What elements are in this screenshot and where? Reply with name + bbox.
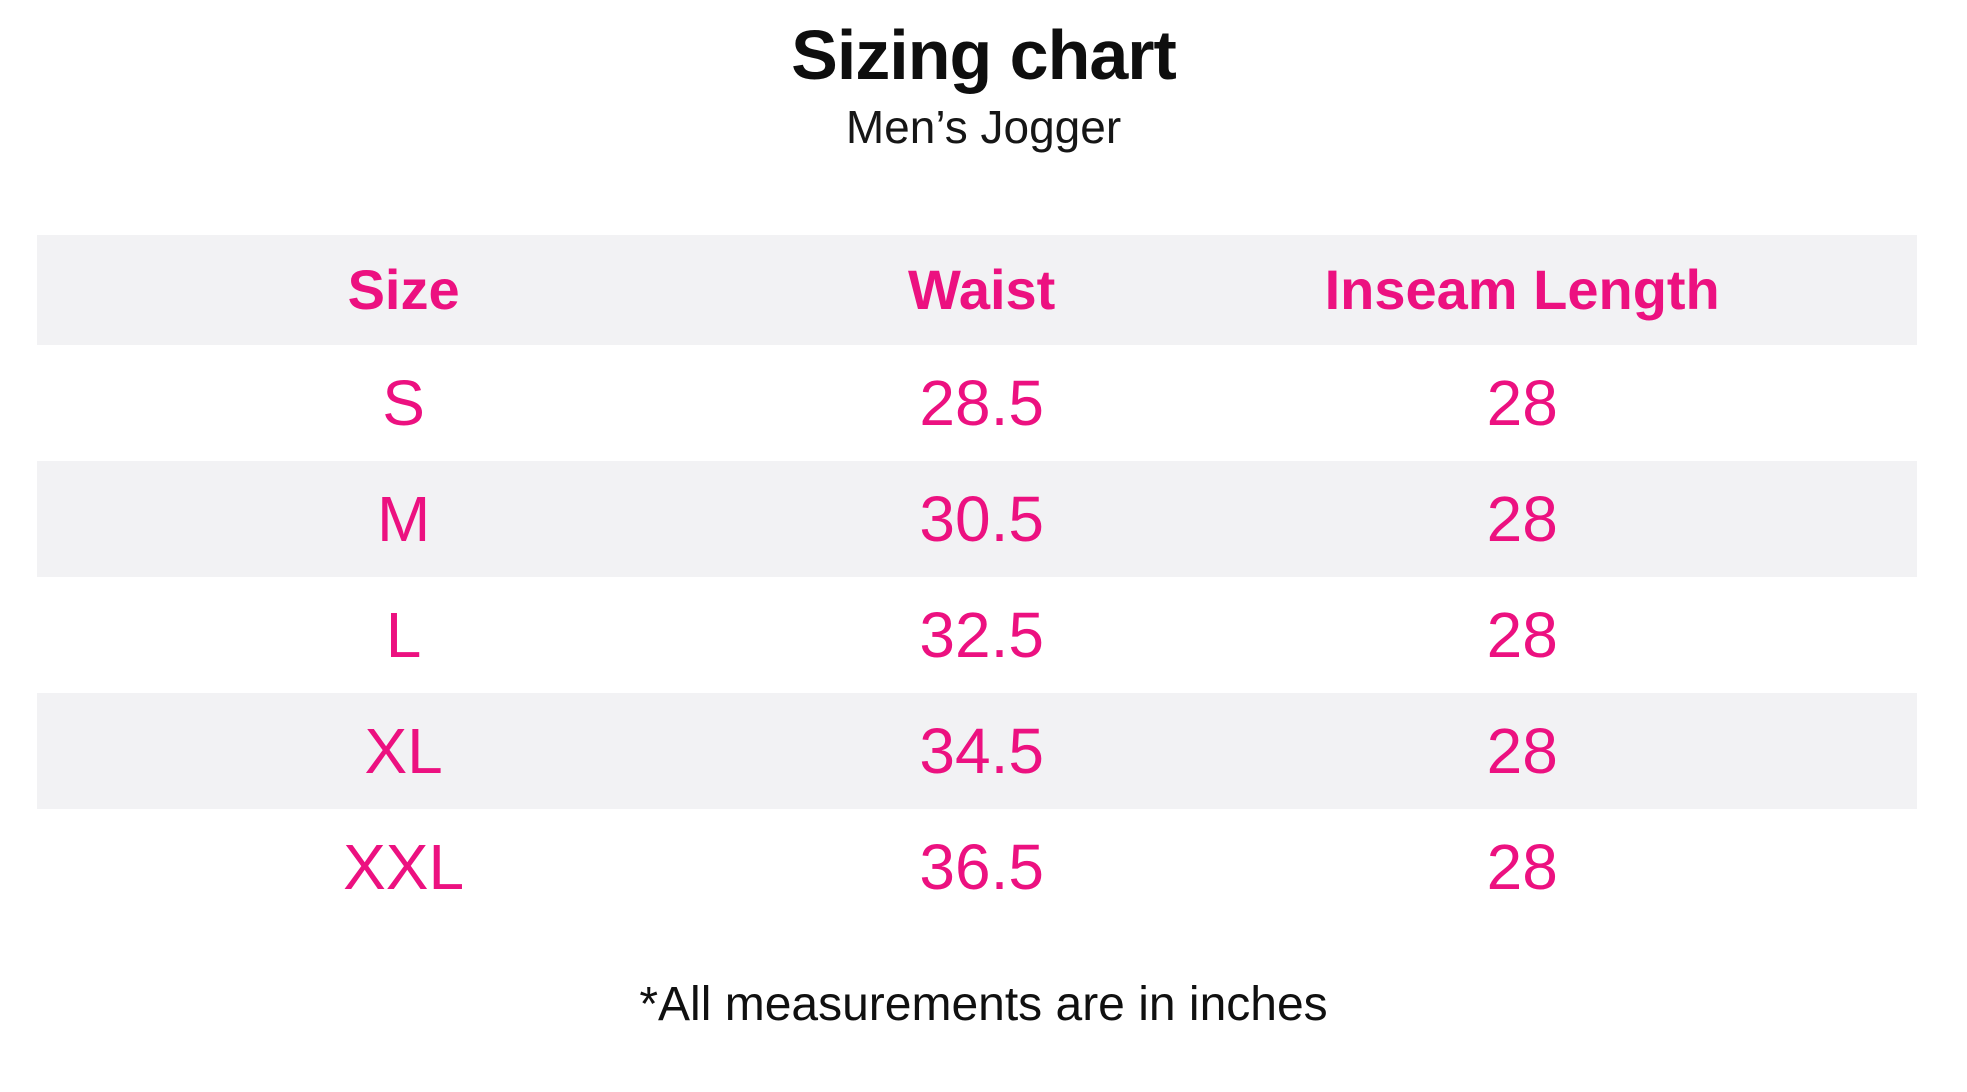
table-row: XXL 36.5 28 [37,809,1917,925]
cell-inseam: 28 [1486,483,1558,555]
column-header-size: Size [347,258,460,321]
cell-waist: 30.5 [919,483,1044,555]
cell-inseam: 28 [1486,715,1558,787]
page-title: Sizing chart [791,16,1177,94]
table-row: XL 34.5 28 [37,693,1917,809]
column-header-waist: Waist [908,258,1056,321]
cell-size: M [376,483,431,555]
table-row: S 28.5 28 [37,345,1917,461]
cell-waist: 32.5 [919,599,1044,671]
sizing-table: Size Waist Inseam Length S 28.5 28 M 30.… [37,235,1917,925]
cell-size: S [382,367,425,439]
cell-inseam: 28 [1486,599,1558,671]
cell-size: XXL [343,831,465,903]
table-row: L 32.5 28 [37,577,1917,693]
table-header-row: Size Waist Inseam Length [37,235,1917,345]
cell-size: L [385,599,422,671]
cell-waist: 34.5 [919,715,1044,787]
table-row: M 30.5 28 [37,461,1917,577]
cell-inseam: 28 [1486,367,1558,439]
cell-waist: 28.5 [919,367,1044,439]
column-header-inseam: Inseam Length [1324,258,1720,321]
cell-waist: 36.5 [919,831,1044,903]
cell-inseam: 28 [1486,831,1558,903]
cell-size: XL [364,715,443,787]
product-name: Men’s Jogger [845,101,1122,153]
measurements-footnote: *All measurements are in inches [639,978,1328,1031]
